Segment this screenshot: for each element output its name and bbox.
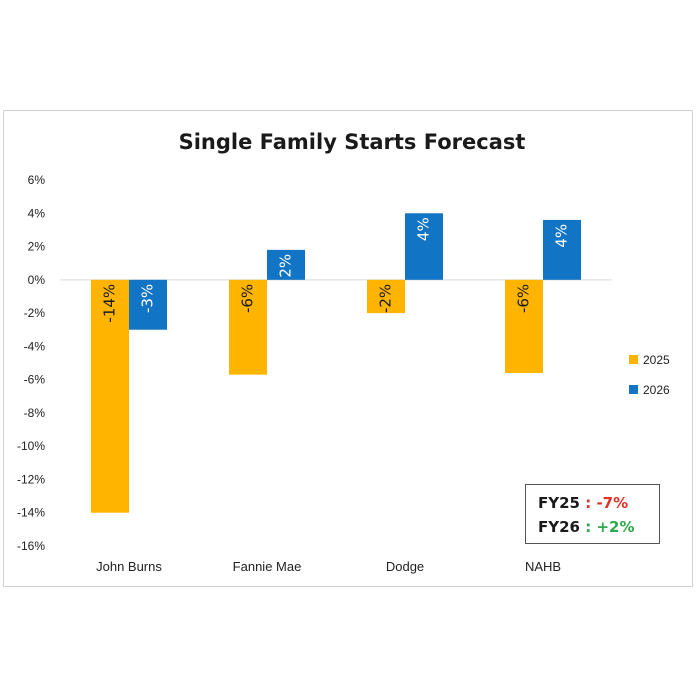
bar-2025: [367, 279, 405, 314]
legend-swatch-2026: [629, 385, 638, 394]
legend-label: 2025: [643, 353, 670, 367]
chart-title: Single Family Starts Forecast: [179, 130, 526, 154]
legend-swatch-2025: [629, 355, 638, 364]
data-label: -14%: [101, 284, 119, 323]
y-tick-label: -6%: [24, 373, 46, 387]
data-label: -6%: [239, 284, 257, 313]
y-tick-label: -10%: [17, 439, 45, 453]
y-tick-label: -14%: [17, 506, 45, 520]
bars: [91, 213, 581, 513]
y-tick-label: -4%: [24, 339, 46, 353]
fy25-separator: :: [579, 494, 597, 512]
bar-2026: [405, 213, 443, 280]
y-tick-label: 2%: [28, 240, 46, 254]
bar-2025: [229, 279, 267, 375]
fy25-value: -7%: [596, 494, 629, 512]
fy26-separator: :: [579, 518, 597, 536]
fy26-label: FY26: [538, 518, 580, 536]
bar-2025: [91, 279, 129, 513]
legend: 2025 2026: [629, 353, 670, 397]
data-label: -3%: [139, 284, 157, 313]
category-labels: John Burns Fannie Mae Dodge NAHB: [96, 559, 561, 574]
y-tick-label: -8%: [24, 406, 46, 420]
y-tick-label: -12%: [17, 472, 45, 486]
data-label: 2%: [277, 254, 295, 278]
legend-label: 2026: [643, 383, 670, 397]
category-label: Dodge: [386, 559, 424, 574]
data-label: -2%: [377, 284, 395, 313]
data-labels: -14% -3% -6% 2% -2% 4% -6% 4%: [101, 217, 571, 322]
fy25-label: FY25: [538, 494, 580, 512]
y-tick-label: 6%: [28, 173, 46, 187]
data-label: -6%: [515, 284, 533, 313]
data-label: 4%: [415, 217, 433, 241]
bar-2026: [543, 219, 581, 280]
y-tick-label: 0%: [28, 273, 46, 287]
fy26-value: +2%: [596, 518, 635, 536]
data-label: 4%: [553, 224, 571, 248]
category-label: John Burns: [96, 559, 162, 574]
category-label: NAHB: [525, 559, 561, 574]
category-label: Fannie Mae: [233, 559, 302, 574]
bar-2025: [505, 279, 543, 373]
summary-fy26: FY26 : +2%: [538, 515, 659, 539]
bar-2026: [129, 279, 167, 330]
summary-fy25: FY25 : -7%: [538, 491, 659, 515]
bar-2026: [267, 249, 305, 280]
y-tick-label: -16%: [17, 539, 45, 553]
y-tick-label: 4%: [28, 206, 46, 220]
y-tick-label: -2%: [24, 306, 46, 320]
summary-box: FY25 : -7% FY26 : +2%: [525, 484, 660, 544]
